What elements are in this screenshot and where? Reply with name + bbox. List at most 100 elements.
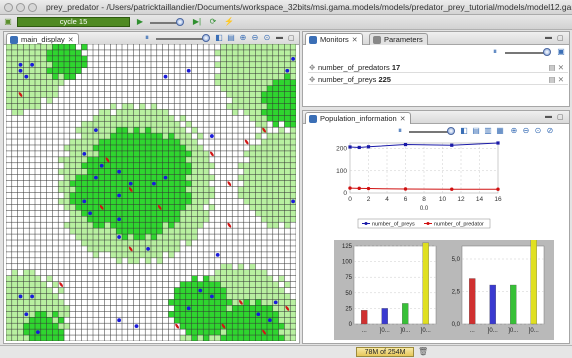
grid-cell	[17, 329, 24, 336]
monitor-row[interactable]: ✥ number_of_predators 17 ▤ ✕	[308, 62, 568, 73]
zoom-out-icon[interactable]: ⊖	[522, 126, 530, 135]
monitor-row[interactable]: ✥ number_of_preys 225 ▤ ✕	[308, 74, 568, 85]
grid-cell	[226, 329, 233, 336]
grid-cell	[98, 222, 105, 229]
grid-cell	[255, 55, 262, 63]
tab-parameters[interactable]: Parameters	[369, 33, 428, 45]
grid-cell	[17, 299, 24, 306]
grid-cell	[209, 275, 215, 282]
grid-cell	[284, 180, 291, 187]
zoom-fit-icon[interactable]: ⊙	[263, 33, 271, 42]
zoom-focus-icon[interactable]: ⊘	[546, 126, 554, 135]
grid-cell	[232, 91, 239, 98]
simulation-icon[interactable]: ▣	[4, 17, 12, 26]
minimize-icon[interactable]: ▬	[545, 34, 552, 41]
grid-cell	[151, 216, 157, 223]
grid-cell	[127, 240, 134, 247]
grid-cell	[29, 49, 36, 57]
monitor-actions-icon[interactable]: ▤ ✕	[548, 75, 564, 84]
grid-cell	[290, 144, 296, 152]
speed-slider-knob[interactable]	[176, 18, 184, 26]
grid-cell	[203, 198, 210, 205]
lightning-icon[interactable]: ⚡	[224, 17, 234, 26]
grid-cell	[249, 299, 256, 306]
grid-cell	[267, 109, 273, 116]
maximize-icon[interactable]: ▢	[288, 35, 295, 42]
grid-cell	[168, 222, 175, 229]
prey-agent	[215, 252, 220, 257]
minimize-window-button[interactable]	[16, 3, 25, 12]
grid-cell	[174, 293, 181, 300]
display-slider-knob[interactable]	[202, 34, 210, 42]
category-label: ]0...	[508, 328, 518, 334]
pause-icon[interactable]: ⏸	[493, 47, 497, 56]
grid-cell	[11, 287, 18, 294]
step-icon[interactable]: ▶|	[192, 17, 202, 26]
grid-cell	[46, 311, 53, 318]
zoom-in-icon[interactable]: ⊕	[239, 33, 247, 42]
chart-slider-knob[interactable]	[447, 127, 455, 135]
grid-cell	[290, 115, 296, 122]
grid-cell	[145, 109, 152, 116]
add-monitor-icon[interactable]: ▣	[557, 47, 565, 56]
chart-slider-track[interactable]	[409, 131, 451, 133]
minimize-icon[interactable]: ▬	[545, 113, 552, 120]
grid-cell	[75, 216, 82, 223]
zoom-fit-icon[interactable]: ⊙	[534, 126, 542, 135]
maximize-icon[interactable]: ▢	[557, 114, 564, 121]
grid-cell	[249, 168, 256, 175]
minimize-icon[interactable]: ▬	[276, 34, 283, 41]
grid-cell	[272, 293, 279, 300]
grid-cell	[75, 210, 82, 217]
grid-cell	[58, 323, 65, 330]
trash-icon[interactable]: 🗑	[418, 347, 429, 356]
grid-cell	[226, 323, 233, 330]
speed-slider-track[interactable]	[150, 22, 180, 24]
layers-icon[interactable]: ▤	[472, 126, 480, 135]
grid-cell	[255, 150, 262, 158]
play-icon[interactable]: ▶	[136, 17, 144, 26]
grid-cell	[272, 139, 279, 146]
main-display-grid[interactable]	[6, 44, 296, 341]
pause-icon[interactable]: ⏸	[398, 126, 402, 135]
layers-icon[interactable]: ▤	[227, 33, 235, 42]
grid-cell	[226, 305, 233, 312]
pause-icon[interactable]: ⏸	[145, 33, 149, 42]
snapshot-icon[interactable]: ◧	[215, 33, 223, 42]
close-icon[interactable]: ✕	[67, 37, 74, 44]
grid-cell	[272, 109, 279, 116]
overlay-icon[interactable]: ▥	[484, 126, 492, 135]
grid-cell	[249, 174, 256, 181]
monitor-actions-icon[interactable]: ▤ ✕	[548, 63, 564, 72]
display-slider-track[interactable]	[156, 38, 206, 40]
grid-cell	[249, 156, 256, 163]
close-window-button[interactable]	[4, 3, 13, 12]
tab-population-information[interactable]: Population_information ✕	[305, 112, 411, 124]
reload-icon[interactable]: ⟳	[209, 17, 217, 26]
zoom-out-icon[interactable]: ⊖	[251, 33, 259, 42]
maximize-icon[interactable]: ▢	[557, 35, 564, 42]
grid-cell	[58, 186, 65, 193]
close-icon[interactable]: ✕	[351, 37, 358, 44]
grid-cell	[127, 234, 134, 241]
grid-cell	[249, 180, 256, 187]
grid-cell	[214, 281, 221, 288]
grid-cell	[261, 323, 268, 330]
grid-cell	[185, 186, 192, 193]
grid-cell	[261, 61, 268, 68]
tab-main-display[interactable]: main_display ✕	[6, 33, 79, 45]
monitor-slider-knob[interactable]	[543, 48, 551, 56]
zoom-in-icon[interactable]: ⊕	[510, 126, 518, 135]
grid-cell	[11, 335, 18, 341]
monitor-slider-track[interactable]	[505, 52, 547, 54]
tab-monitors[interactable]: Monitors ✕	[305, 33, 363, 45]
grid-cell	[40, 299, 47, 306]
grid-cell	[122, 168, 128, 175]
close-icon[interactable]: ✕	[399, 116, 406, 123]
grid-cell	[11, 49, 18, 57]
layout-icon[interactable]: ▦	[496, 126, 504, 135]
prey-agent	[82, 151, 87, 156]
snapshot-icon[interactable]: ◧	[460, 126, 468, 135]
grid-cell	[272, 287, 279, 294]
zoom-window-button[interactable]	[28, 3, 37, 12]
